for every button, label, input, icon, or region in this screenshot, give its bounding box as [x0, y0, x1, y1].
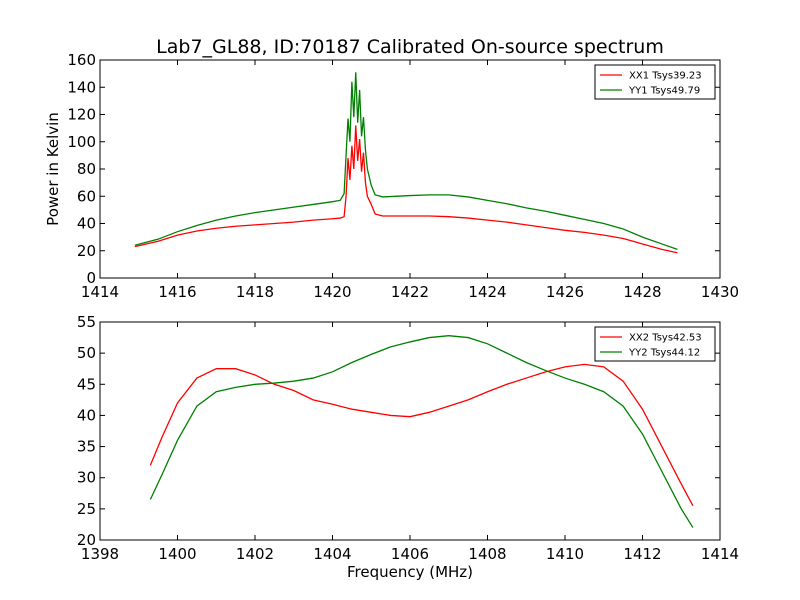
legend: XX1 Tsys39.23 YY1 Tsys49.79: [594, 64, 716, 100]
y-tick-label: 30: [77, 469, 96, 487]
legend-label: XX2 Tsys42.53: [629, 333, 702, 344]
x-tick-label: 1412: [623, 545, 661, 563]
x-tick-label: 1416: [158, 283, 196, 301]
y-tick-label: 45: [77, 375, 96, 393]
x-tick-label: 1430: [701, 283, 739, 301]
x-tick-label: 1400: [158, 545, 196, 563]
y-tick-label: 25: [77, 500, 96, 518]
legend-label: YY1 Tsys49.79: [628, 86, 700, 97]
y-tick-label: 80: [77, 160, 96, 178]
top-plot: 1414 1416 1418 1420 1422 1424 1426 1428 1430 0 20 4…: [44, 51, 739, 301]
chart-title: Lab7_GL88, ID:70187 Calibrated On-source…: [156, 36, 664, 58]
series-line-0-0: [134, 125, 678, 254]
x-tick-label: 1404: [313, 545, 351, 563]
y-tick-label: 20: [77, 531, 96, 549]
x-tick-label: 1414: [81, 283, 119, 301]
y-tick-label: 50: [77, 344, 96, 362]
legend: XX2 Tsys42.53 YY2 Tsys44.12: [594, 326, 716, 362]
y-tick-label: 35: [77, 438, 96, 456]
y-tick-label: 160: [67, 51, 96, 69]
legend-box: [594, 64, 716, 100]
bottom-plot: 1398 1400 1402 1404 1406 1408 1410 1412 1414 20 25…: [77, 313, 739, 581]
legend-label: YY2 Tsys44.12: [628, 348, 700, 359]
x-tick-label: 1424: [468, 283, 506, 301]
x-tick-label: 1420: [313, 283, 351, 301]
x-tick-label: 1422: [391, 283, 429, 301]
series-line-1-0: [149, 363, 694, 507]
x-tick-label: 1402: [236, 545, 274, 563]
x-tick-label: 1414: [701, 545, 739, 563]
y-tick-label: 60: [77, 187, 96, 205]
x-tick-label: 1418: [236, 283, 274, 301]
x-tick-label: 1410: [546, 545, 584, 563]
y-tick-label: 20: [77, 242, 96, 260]
x-tick-label: 1398: [81, 545, 119, 563]
y-tick-label: 40: [77, 406, 96, 424]
y-tick-label: 55: [77, 313, 96, 331]
y-tick-label: 0: [86, 269, 96, 287]
x-tick-label: 1428: [623, 283, 661, 301]
y-axis-label: Power in Kelvin: [44, 112, 62, 226]
x-tick-label: 1408: [468, 545, 506, 563]
y-tick-label: 140: [67, 78, 96, 96]
y-tick-label: 120: [67, 106, 96, 124]
series-line-1-1: [149, 335, 694, 528]
y-tick-label: 40: [77, 215, 96, 233]
x-axis-label: Frequency (MHz): [347, 563, 473, 581]
legend-box: [594, 326, 716, 362]
legend-label: XX1 Tsys39.23: [629, 71, 702, 82]
x-tick-label: 1426: [546, 283, 584, 301]
x-tick-label: 1406: [391, 545, 429, 563]
y-tick-label: 100: [67, 133, 96, 151]
series-line-0-1: [134, 72, 678, 251]
